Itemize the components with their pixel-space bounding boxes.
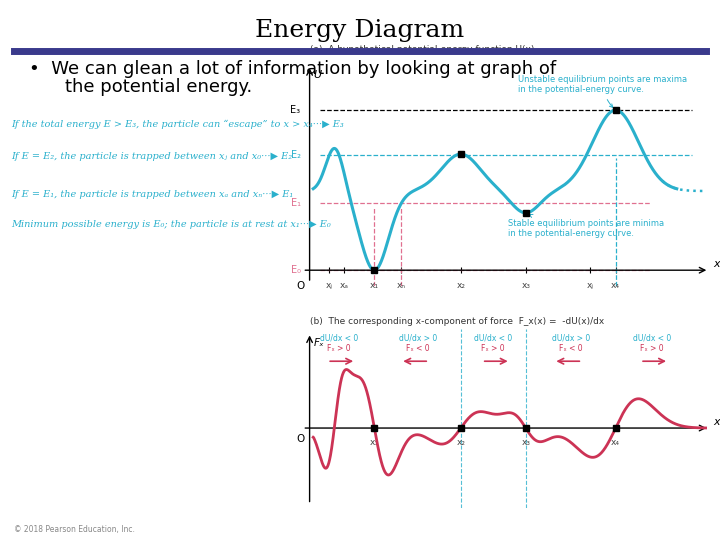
Text: Unstable equilibrium points are maxima
in the potential-energy curve.: Unstable equilibrium points are maxima i…	[518, 75, 688, 107]
Text: x₂: x₂	[456, 281, 465, 291]
Text: Fₓ: Fₓ	[314, 338, 325, 348]
Text: U: U	[313, 70, 321, 80]
Text: x₃: x₃	[521, 281, 531, 291]
Text: dU/dx < 0: dU/dx < 0	[320, 333, 358, 342]
Text: © 2018 Pearson Education, Inc.: © 2018 Pearson Education, Inc.	[14, 524, 135, 534]
Text: Fₓ > 0: Fₓ > 0	[482, 344, 505, 353]
Text: (a)  A hypothetical potential-energy function U(x): (a) A hypothetical potential-energy func…	[310, 45, 534, 54]
Text: x₁: x₁	[370, 281, 379, 291]
Text: xⱼ: xⱼ	[326, 281, 333, 291]
Text: Fₓ > 0: Fₓ > 0	[640, 344, 663, 353]
Text: x₄: x₄	[611, 437, 620, 447]
Text: Stable equilibrium points are minima
in the potential-energy curve.: Stable equilibrium points are minima in …	[508, 214, 664, 238]
Text: (b)  The corresponding x-component of force  F_x(x) =  -dU(x)/dx: (b) The corresponding x-component of for…	[310, 317, 604, 326]
Text: x₃: x₃	[521, 437, 531, 447]
Text: E₃: E₃	[290, 105, 301, 115]
Text: Energy Diagram: Energy Diagram	[256, 19, 464, 42]
Text: If the total energy E > E₃, the particle can “escape” to x > x₄···▶ E₃: If the total energy E > E₃, the particle…	[11, 119, 343, 129]
Text: O: O	[297, 434, 305, 444]
Text: dU/dx > 0: dU/dx > 0	[552, 333, 590, 342]
Text: xⱼ: xⱼ	[587, 281, 594, 291]
Text: •  We can glean a lot of information by looking at graph of: • We can glean a lot of information by l…	[29, 60, 556, 78]
Text: x: x	[713, 417, 719, 427]
Text: O: O	[297, 281, 305, 292]
Text: xₐ: xₐ	[339, 281, 348, 291]
Text: Minimum possible energy is E₀; the particle is at rest at x₁···▶ E₀: Minimum possible energy is E₀; the parti…	[11, 220, 330, 228]
Text: x: x	[713, 259, 719, 268]
Text: dU/dx > 0: dU/dx > 0	[398, 333, 437, 342]
Text: If E = E₂, the particle is trapped between xⱼ and x₀···▶ E₂: If E = E₂, the particle is trapped betwe…	[11, 152, 292, 161]
Text: x₄: x₄	[611, 281, 620, 291]
Text: dU/dx < 0: dU/dx < 0	[633, 333, 671, 342]
Text: Fₓ < 0: Fₓ < 0	[406, 344, 429, 353]
Text: dU/dx < 0: dU/dx < 0	[474, 333, 513, 342]
Text: Fₓ > 0: Fₓ > 0	[327, 344, 351, 353]
Text: Fₓ < 0: Fₓ < 0	[559, 344, 582, 353]
Text: If E = E₁, the particle is trapped between xₐ and xₙ···▶ E₁: If E = E₁, the particle is trapped betwe…	[11, 190, 293, 199]
Text: x₂: x₂	[456, 437, 465, 447]
Text: E₀: E₀	[291, 265, 301, 275]
Text: E₁: E₁	[291, 198, 301, 208]
Text: x₁: x₁	[370, 437, 379, 447]
Text: E₂: E₂	[291, 150, 301, 160]
Text: xₙ: xₙ	[397, 281, 406, 291]
Text: the potential energy.: the potential energy.	[65, 78, 252, 96]
